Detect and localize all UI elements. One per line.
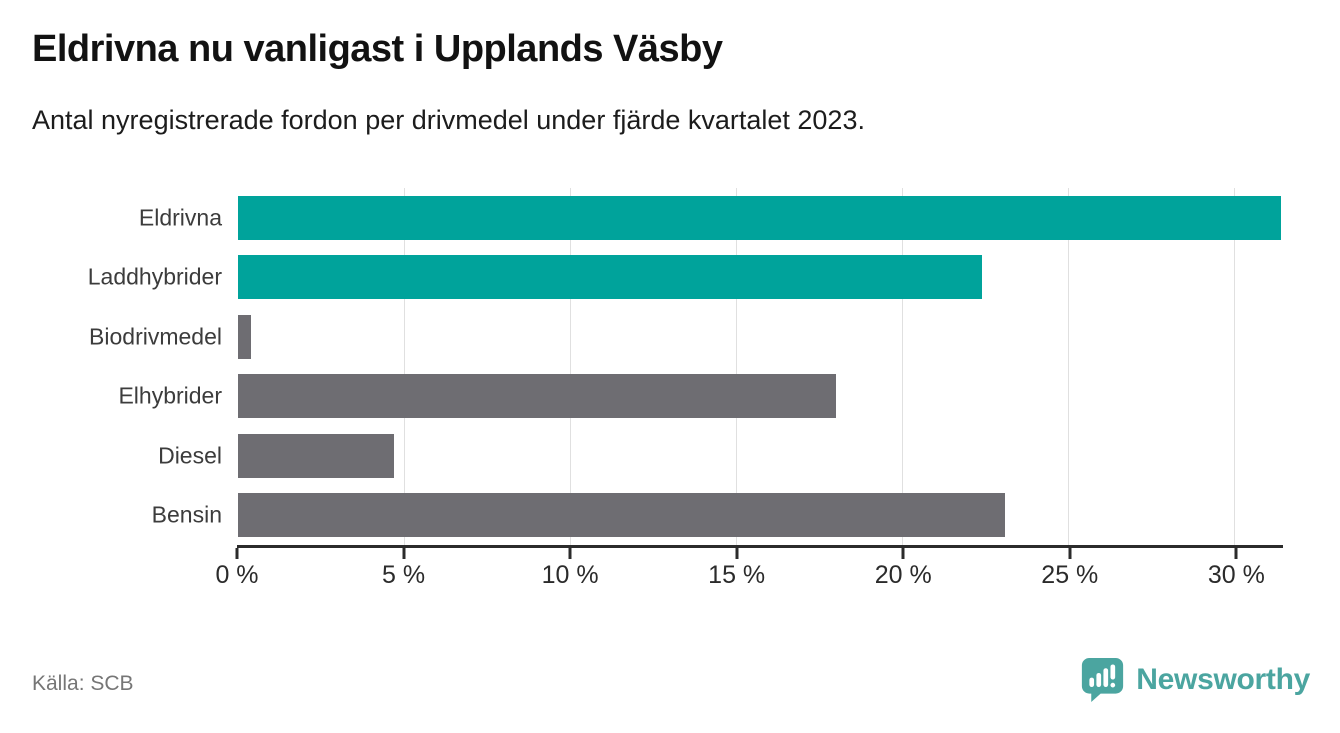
gridline — [1068, 188, 1070, 545]
category-label: Eldrivna — [138, 204, 222, 231]
bar-row: Bensin — [152, 493, 1281, 538]
x-axis-tick — [901, 548, 905, 559]
gridline — [570, 188, 572, 545]
page-subtitle: Antal nyregistrerade fordon per drivmede… — [32, 105, 865, 135]
x-axis-tick — [735, 548, 739, 559]
bar-row: Elhybrider — [118, 374, 1281, 419]
plot-area: Eldrivna Laddhybrider Biodrivmedel Elhybrid… — [88, 188, 1281, 545]
x-axis-tick — [1068, 548, 1072, 559]
category-label: Laddhybrider — [87, 263, 222, 290]
x-axis-tick — [402, 548, 406, 559]
x-axis-tick-label: 10 % — [541, 561, 599, 589]
bar-diesel — [238, 433, 395, 478]
bar-row: Diesel — [158, 433, 1281, 478]
category-label: Elhybrider — [118, 382, 222, 409]
x-axis-line — [237, 545, 1283, 548]
x-axis: 0 % 5 % 10 % 15 % 20 % 25 % 30 % — [215, 545, 1283, 590]
x-axis-tick-label: 20 % — [874, 561, 932, 589]
x-axis-tick — [235, 548, 239, 559]
category-label: Bensin — [151, 501, 222, 528]
bar-chart-bubble-icon — [1082, 657, 1124, 702]
bar-row: Biodrivmedel — [89, 314, 1281, 359]
bar-eldrivna — [238, 195, 1281, 240]
x-axis-tick-label: 15 % — [708, 561, 766, 589]
source-note: Källa: SCB — [32, 672, 134, 695]
category-label: Diesel — [158, 442, 222, 469]
x-axis-tick — [568, 548, 572, 559]
bar-row: Laddhybrider — [88, 255, 1281, 300]
newsworthy-logo-text: Newsworthy — [1136, 662, 1310, 696]
category-label: Biodrivmedel — [89, 323, 222, 350]
gridline — [736, 188, 738, 545]
x-axis-tick-label: 25 % — [1041, 561, 1099, 589]
x-axis-tick-label: 30 % — [1207, 561, 1265, 589]
page-title: Eldrivna nu vanligast i Upplands Väsby — [32, 28, 723, 70]
x-axis-tick-label: 0 % — [215, 561, 259, 589]
newsworthy-logo: Newsworthy — [1080, 656, 1310, 703]
x-axis-tick-label: 5 % — [382, 561, 426, 589]
gridline — [1234, 188, 1236, 545]
bar-elhybrider — [238, 374, 836, 419]
x-axis-tick — [1234, 548, 1238, 559]
gridline — [902, 188, 904, 545]
bar-bensin — [238, 493, 1006, 538]
bar-row: Eldrivna — [139, 195, 1281, 240]
gridline — [404, 188, 406, 545]
bar-laddhybrider — [238, 255, 983, 300]
bar-biodrivmedel — [238, 314, 252, 359]
